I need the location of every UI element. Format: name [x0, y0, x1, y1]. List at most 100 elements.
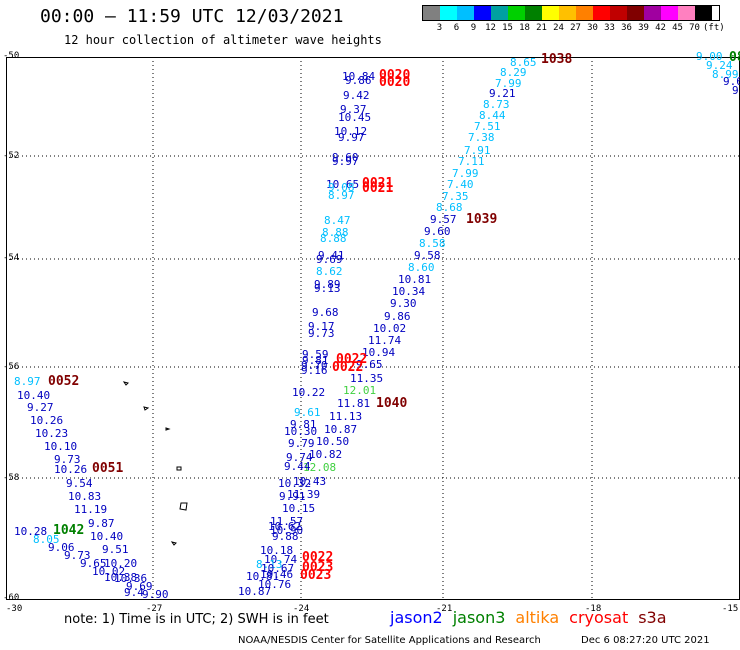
wave-height-label: 9.73 [54, 453, 81, 466]
legend-label: 3 [436, 23, 443, 33]
legend-swatch [661, 6, 678, 20]
legend-label: 30 [587, 23, 598, 33]
wave-height-label: 9.81 [302, 354, 329, 367]
wave-height-label: 10.12 [334, 125, 368, 138]
wave-height-label: 9.74 [286, 451, 313, 464]
satellite-altika: altika [515, 608, 560, 627]
wave-height-label: 10.81 [398, 273, 432, 286]
wave-height-label: 10.38 [104, 571, 138, 584]
satellite-legend: jason2 jason3 altika cryosat s3a [390, 608, 677, 627]
legend-swatch [678, 6, 695, 20]
map-area[interactable]: 8.6510389.00089.248.999.698.297.999.218.… [6, 51, 740, 600]
lat-tick: -58 [3, 473, 20, 483]
legend-swatch [474, 6, 491, 20]
wave-height-label: 9.00 [696, 50, 723, 63]
wave-height-label: 8.05 [33, 533, 60, 546]
wave-height-label: 7.91 [464, 144, 491, 157]
wave-height-label: 9.08 [328, 181, 355, 194]
wave-height-label: 10.82 [309, 448, 343, 461]
wave-height-label: 9.24 [706, 59, 733, 72]
wave-height-label: 10.87 [324, 423, 358, 436]
lon-tick: -18 [585, 604, 602, 614]
legend-swatch [695, 6, 712, 20]
pass-time-label: 08 [729, 50, 740, 65]
footnote: note: 1) Time is in UTC; 2) SWH is in fe… [64, 612, 329, 627]
lon-tick: -27 [146, 604, 163, 614]
lon-tick: -24 [293, 604, 310, 614]
wave-height-label: 9.60 [332, 151, 359, 164]
wave-height-label: 8.88 [320, 232, 347, 245]
wave-height-label: 9.61 [294, 406, 321, 419]
wave-height-label: 11.39 [287, 488, 321, 501]
wave-height-label: 9.88 [272, 530, 299, 543]
legend-swatch [559, 6, 576, 20]
wave-height-label: 10.67 [261, 562, 295, 575]
wave-height-label: 10.76 [258, 578, 292, 591]
wave-height-label: 8.62 [316, 265, 343, 278]
wave-height-label: 9.59 [302, 348, 329, 361]
legend-label: 42 [655, 23, 666, 33]
legend-label: 15 [502, 23, 513, 33]
wave-height-label: 10.40 [90, 530, 124, 543]
wave-height-label: 10.81 [246, 570, 280, 583]
wave-height-label: 8.13 [256, 558, 283, 571]
wave-height-label: 11.13 [329, 410, 363, 423]
lat-tick: -60 [3, 593, 20, 603]
wave-height-label: 9.73 [64, 549, 91, 562]
legend-swatch [423, 6, 440, 20]
wave-height-label: 7.40 [447, 178, 474, 191]
wave-height-label: 10.50 [316, 435, 350, 448]
wave-height-label: 8.73 [483, 98, 510, 111]
wave-height-label: 10.02 [92, 565, 126, 578]
wave-height-label: 9.51 [102, 543, 129, 556]
wave-height-label: 9.27 [27, 401, 54, 414]
legend-swatch [491, 6, 508, 20]
wave-height-label: 10.45 [338, 111, 372, 124]
wave-height-label: 9.87 [88, 517, 115, 530]
wave-height-label: 9.91 [279, 490, 306, 503]
wave-height-label: 9.4 [124, 586, 144, 599]
legend-label: 6 [453, 23, 460, 33]
wave-height-label: 9.68 [312, 306, 339, 319]
wave-height-label: 10.20 [104, 557, 138, 570]
legend-swatch [542, 6, 559, 20]
legend-swatch [525, 6, 542, 20]
legend-label: 24 [553, 23, 564, 33]
pass-time-label: 0023 [300, 568, 332, 583]
wave-height-label: 9.69 [126, 580, 153, 593]
wave-height-label: 10.28 [14, 525, 48, 538]
wave-height-label: 9.30 [390, 297, 417, 310]
wave-height-label: 9.65 [80, 557, 107, 570]
wave-height-label: 7.99 [495, 77, 522, 90]
pass-time-label: 1038 [541, 52, 573, 67]
legend-label: 36 [621, 23, 632, 33]
legend-label: 27 [570, 23, 581, 33]
wave-height-label: 9.54 [66, 477, 93, 490]
wave-height-label: 10.26 [30, 414, 64, 427]
wave-height-label: 9.60 [424, 225, 451, 238]
wave-height-label: 9.06 [48, 541, 75, 554]
wave-height-label: 7.99 [452, 167, 479, 180]
wave-height-label: 9.97 [332, 155, 359, 168]
legend-color-bar [422, 5, 720, 21]
wave-height-label: 8.97 [14, 375, 41, 388]
wave-height-label: 10.62 [268, 520, 302, 533]
map-subtitle: 12 hour collection of altimeter wave hei… [64, 33, 382, 47]
pass-time-label: 1039 [466, 212, 498, 227]
wave-height-label: 9.17 [308, 320, 335, 333]
lat-tick: -50 [3, 51, 20, 61]
pass-time-label: 0023 [302, 560, 334, 575]
wave-height-label: 10.23 [35, 427, 69, 440]
pass-time-label: 0021 [362, 181, 394, 196]
wave-height-label: 9.69 [316, 253, 343, 266]
wave-height-label: 8.58 [419, 237, 446, 250]
wave-height-label: 10.90 [270, 524, 304, 537]
satellite-cryosat: cryosat [569, 608, 629, 627]
legend-swatch [508, 6, 525, 20]
wave-height-label: 9.58 [414, 249, 441, 262]
legend-labels: 3 6 9 12 15 18 21 24 27 30 33 36 39 42 45 70 (ft) [431, 23, 725, 33]
wave-height-label: 8.60 [408, 261, 435, 274]
satellite-jason2: jason2 [390, 608, 443, 627]
legend-label: 33 [604, 23, 615, 33]
wave-height-label: 9.13 [314, 282, 341, 295]
